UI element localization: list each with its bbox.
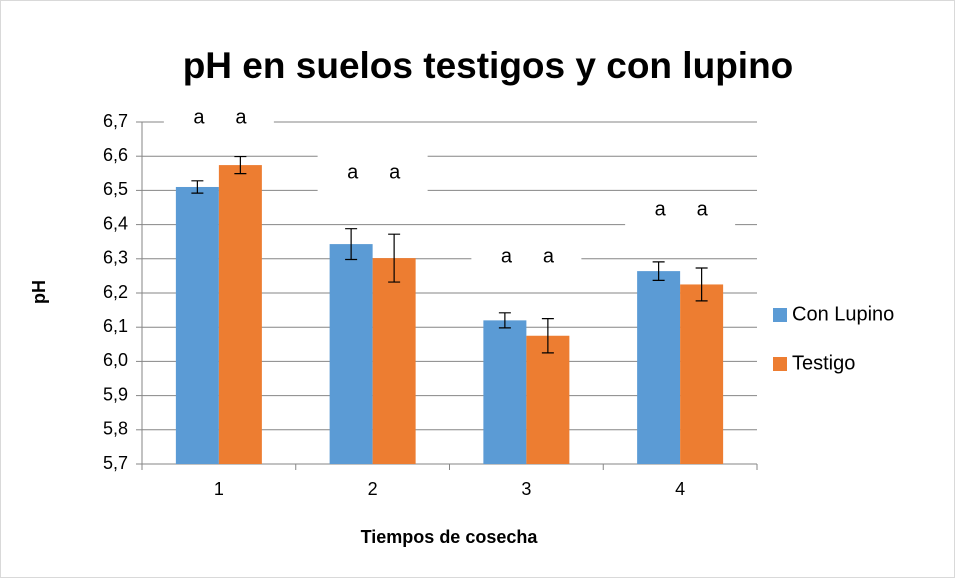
annotation-bg xyxy=(471,239,582,275)
error-bar xyxy=(191,180,204,194)
y-tick-label: 6,2 xyxy=(103,282,128,302)
annotation: a xyxy=(655,198,667,220)
annotation: a xyxy=(347,161,359,183)
legend-swatch xyxy=(773,357,787,371)
error-bar xyxy=(345,228,358,261)
bar xyxy=(526,335,570,464)
error-bar xyxy=(498,312,511,329)
y-tick-label: 5,9 xyxy=(103,384,128,404)
chart-title: pH en suelos testigos y con lupino xyxy=(183,45,794,86)
y-tick-label: 6,6 xyxy=(103,145,128,165)
legend-swatch xyxy=(773,308,787,322)
annotation: a xyxy=(389,161,401,183)
y-tick-label: 6,0 xyxy=(103,350,128,370)
annotation: a xyxy=(501,245,513,267)
y-tick-label: 6,5 xyxy=(103,179,128,199)
error-bar xyxy=(695,267,708,302)
annotation: a xyxy=(697,198,709,220)
bar xyxy=(483,320,527,464)
x-tick-label: 4 xyxy=(675,479,685,499)
y-axis-title: pH xyxy=(29,280,49,304)
y-tick-label: 6,3 xyxy=(103,248,128,268)
error-bar xyxy=(652,261,665,281)
annotation-bg xyxy=(625,192,736,228)
bar xyxy=(372,258,416,464)
annotation: a xyxy=(543,245,555,267)
annotation-bg xyxy=(163,100,274,136)
legend-label: Con Lupino xyxy=(792,303,894,325)
bar xyxy=(218,165,262,465)
bar xyxy=(680,284,724,464)
annotation: a xyxy=(193,106,205,128)
bar xyxy=(637,271,681,464)
y-tick-label: 6,7 xyxy=(103,111,128,131)
bar xyxy=(175,186,219,465)
y-tick-label: 5,7 xyxy=(103,453,128,473)
bar xyxy=(329,244,373,464)
annotation-bg xyxy=(317,155,428,191)
y-tick-label: 5,8 xyxy=(103,419,128,439)
y-tick-label: 6,4 xyxy=(103,213,128,233)
x-axis-title: Tiempos de cosecha xyxy=(361,527,539,547)
error-bar xyxy=(234,155,247,175)
y-tick-label: 6,1 xyxy=(103,316,128,336)
error-bar xyxy=(388,233,401,283)
x-tick-label: 1 xyxy=(214,479,224,499)
error-bar xyxy=(541,318,554,354)
x-tick-label: 2 xyxy=(368,479,378,499)
x-tick-label: 3 xyxy=(521,479,531,499)
legend-label: Testigo xyxy=(792,352,855,374)
annotation: a xyxy=(235,106,247,128)
